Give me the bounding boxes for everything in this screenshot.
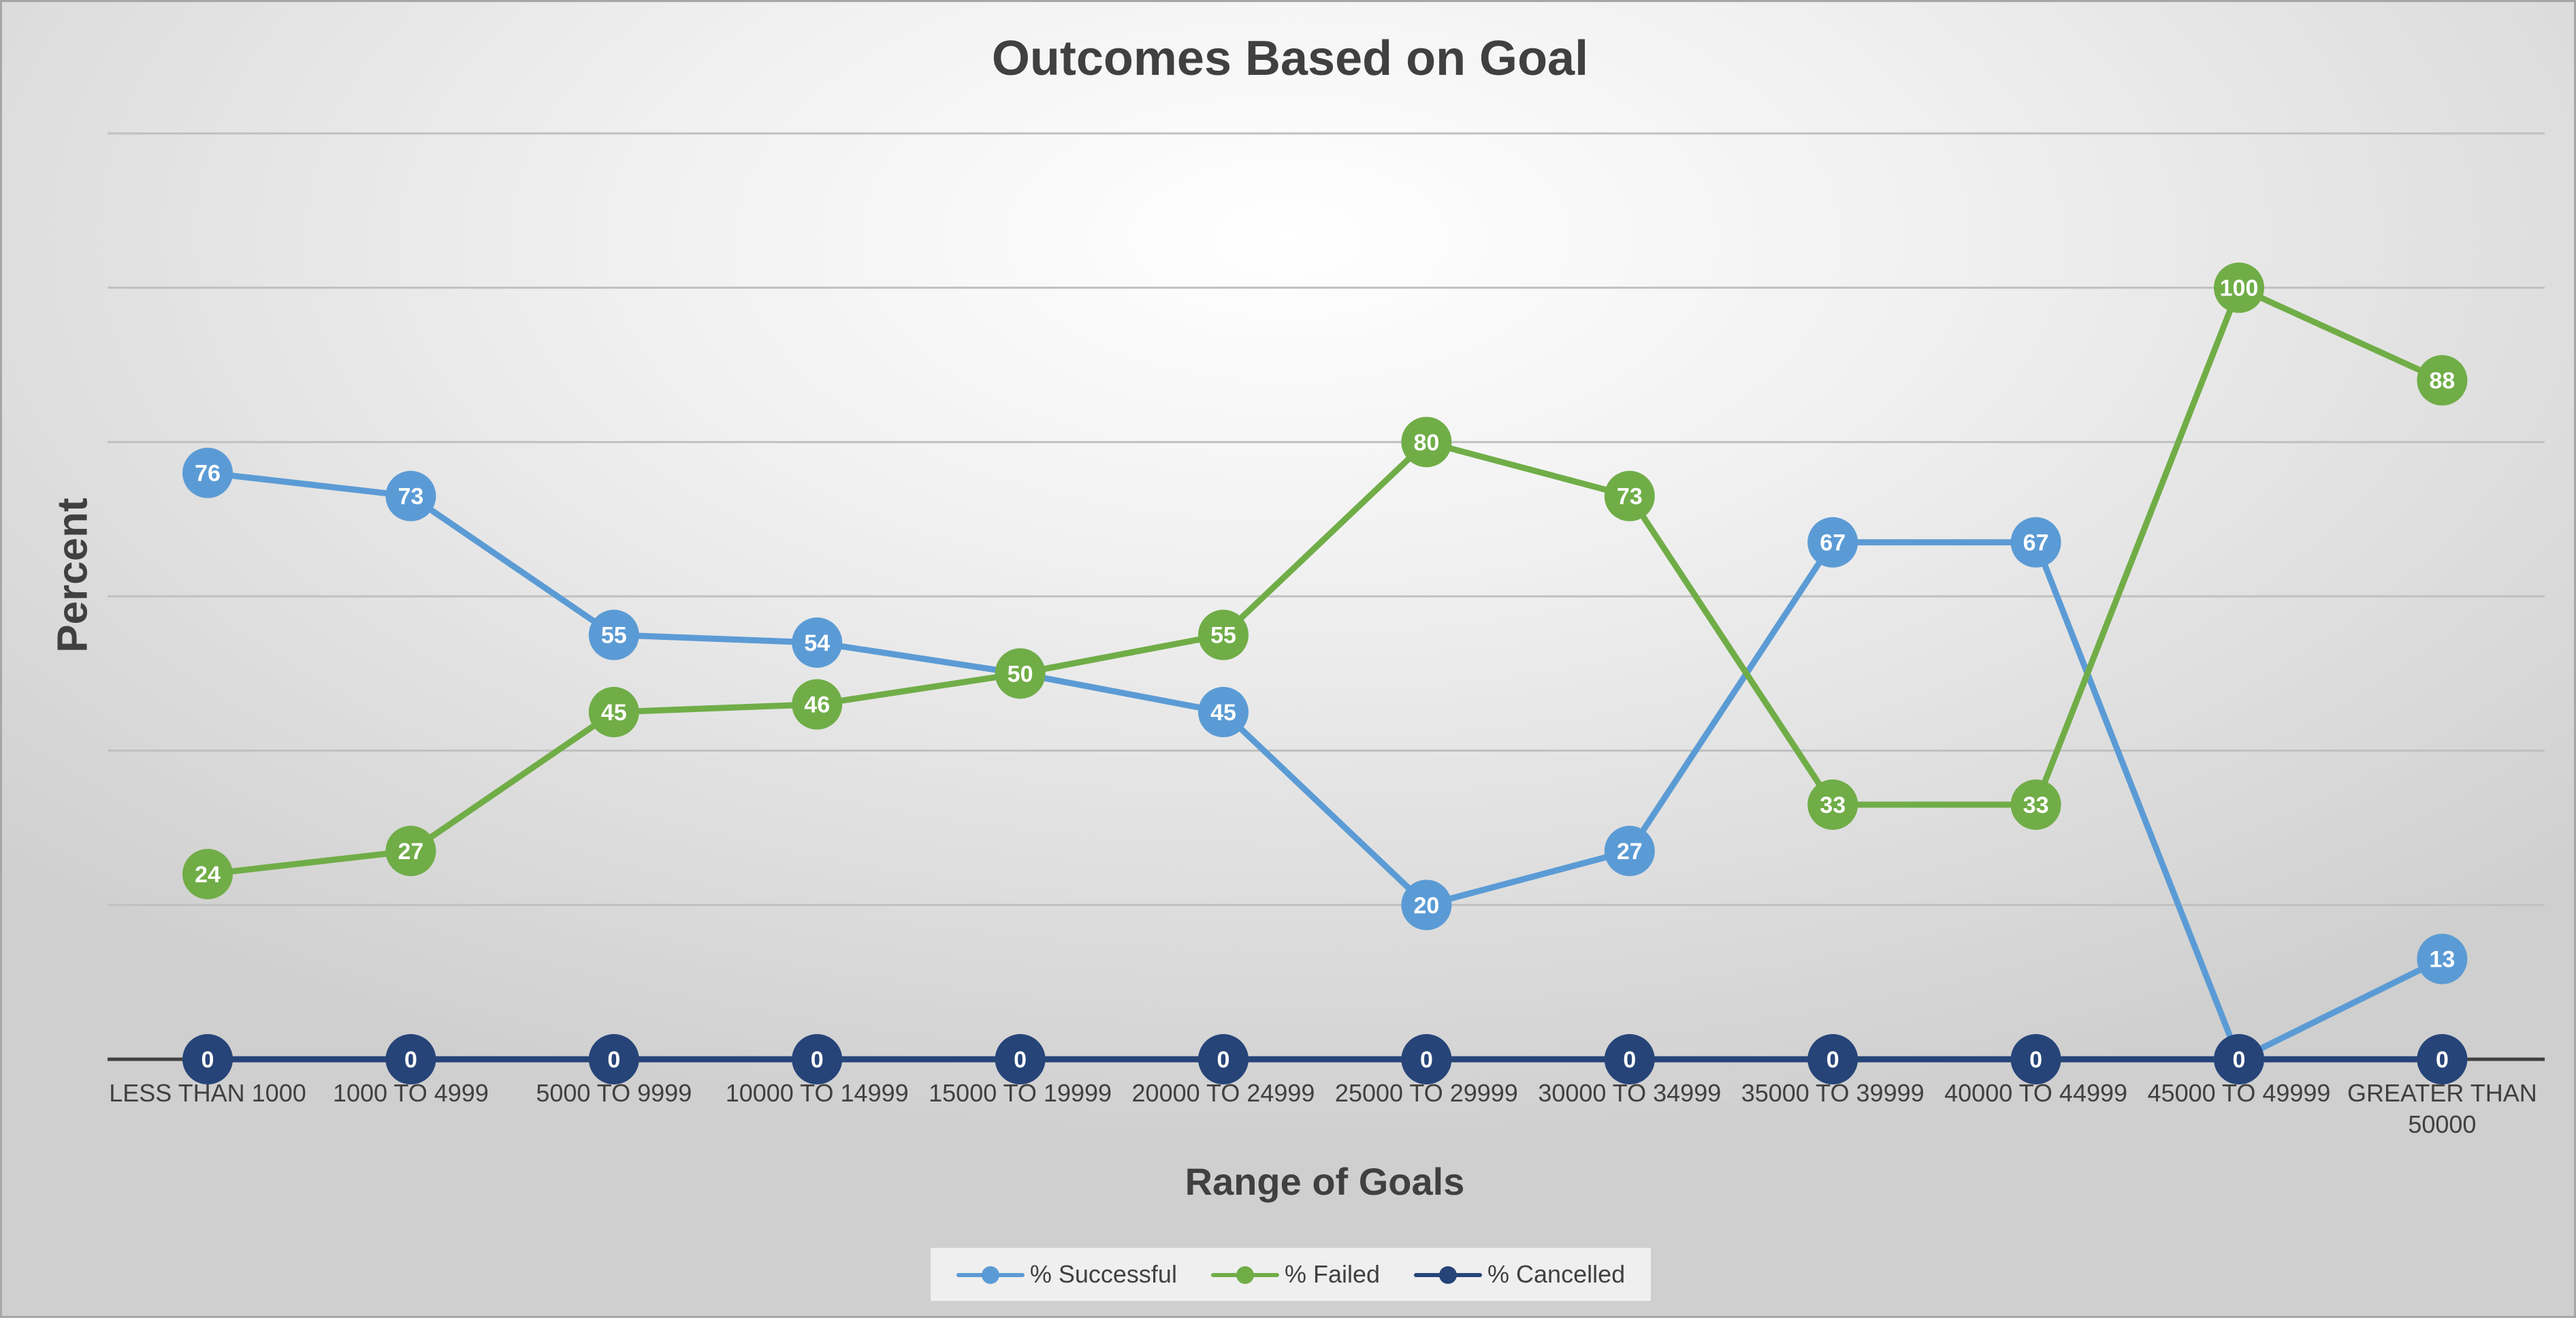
data-point: [2417, 355, 2468, 406]
data-label: 76: [195, 461, 221, 487]
legend-item: % Cancelled: [1414, 1260, 1625, 1289]
legend: % Successful % Failed % Cancelled: [931, 1248, 1651, 1301]
data-point: [792, 617, 843, 668]
x-tick-label: GREATER THAN 50000: [2347, 1079, 2537, 1138]
data-point: [1198, 609, 1249, 660]
data-point: [995, 1034, 1046, 1084]
data-point: [1807, 517, 1858, 568]
data-point: [182, 447, 233, 498]
data-point: [792, 1034, 843, 1084]
data-label: 20: [1413, 892, 1439, 918]
x-tick-label: 25000 TO 29999: [1334, 1079, 1518, 1107]
data-point: [182, 1034, 233, 1084]
x-tick-label: 45000 TO 49999: [2147, 1079, 2331, 1107]
data-label: 0: [1623, 1047, 1636, 1073]
data-label: 67: [2023, 530, 2049, 556]
data-label: 24: [195, 862, 221, 888]
x-tick-label: 5000 TO 9999: [536, 1079, 692, 1107]
data-label: 88: [2429, 368, 2455, 394]
data-label: 0: [1014, 1047, 1027, 1073]
data-label: 73: [1617, 484, 1643, 510]
data-point: [2417, 933, 2468, 984]
x-tick-label: 40000 TO 44999: [1944, 1079, 2128, 1107]
data-label: 0: [202, 1047, 214, 1073]
data-point: [385, 1034, 436, 1084]
data-label: 13: [2429, 947, 2455, 973]
data-label: 54: [804, 630, 830, 656]
data-point: [385, 470, 436, 521]
x-axis-title: Range of Goals: [1185, 1160, 1465, 1203]
x-tick-label: 35000 TO 39999: [1741, 1079, 1925, 1107]
data-point: [1604, 1034, 1655, 1084]
data-label: 55: [601, 623, 627, 649]
data-point: [182, 849, 233, 899]
legend-item: % Successful: [956, 1260, 1177, 1289]
data-point: [792, 679, 843, 730]
data-label: 73: [398, 484, 423, 510]
data-point: [1401, 880, 1452, 931]
data-point: [995, 648, 1046, 699]
data-point: [1604, 470, 1655, 521]
data-point: [1807, 779, 1858, 830]
data-point: [1604, 826, 1655, 876]
series-line: [204, 285, 2445, 878]
x-tick-label: 20000 TO 24999: [1131, 1079, 1315, 1107]
data-label: 0: [2436, 1047, 2449, 1073]
data-point: [2010, 1034, 2061, 1084]
data-point: [2010, 517, 2061, 568]
data-point: [2214, 1034, 2264, 1084]
legend-item: % Failed: [1210, 1260, 1381, 1289]
data-label: 67: [1820, 530, 1846, 556]
data-label: 0: [607, 1047, 620, 1073]
data-label: 55: [1210, 623, 1236, 649]
data-point: [2010, 779, 2061, 830]
data-label: 45: [1210, 700, 1236, 726]
x-tick-label: 15000 TO 19999: [929, 1079, 1112, 1107]
data-label: 0: [404, 1047, 417, 1073]
data-point: [1807, 1034, 1858, 1084]
data-point: [1198, 687, 1249, 737]
x-tick-label: 1000 TO 4999: [332, 1079, 489, 1107]
data-label: 27: [1617, 839, 1643, 865]
chart-title: Outcomes Based on Goal: [991, 31, 1589, 86]
legend-marker: [956, 1264, 1025, 1285]
legend-marker: [1414, 1264, 1483, 1285]
data-point: [1401, 417, 1452, 468]
data-label: 33: [1820, 792, 1846, 818]
data-label: 0: [1420, 1047, 1433, 1073]
data-point: [588, 609, 639, 660]
data-label: 50: [1008, 661, 1033, 687]
data-label: 46: [804, 692, 830, 718]
data-point: [588, 1034, 639, 1084]
data-label: 80: [1413, 430, 1439, 455]
data-label: 0: [1826, 1047, 1839, 1073]
data-point: [1401, 1034, 1452, 1084]
x-tick-label: LESS THAN 1000: [109, 1079, 306, 1107]
legend-label: % Failed: [1284, 1260, 1381, 1288]
data-point: [2214, 262, 2264, 313]
data-label: 100: [2220, 276, 2259, 302]
data-point: [588, 687, 639, 737]
data-point: [1198, 1034, 1249, 1084]
legend-label: % Successful: [1029, 1260, 1177, 1288]
data-label: 33: [2023, 792, 2049, 818]
legend-marker: [1210, 1264, 1279, 1285]
data-point: [2417, 1034, 2468, 1084]
data-label: 45: [601, 700, 627, 726]
data-label: 0: [1217, 1047, 1230, 1073]
series-line: [204, 470, 2445, 1063]
x-tick-label: 10000 TO 14999: [725, 1079, 909, 1107]
data-label: 0: [811, 1047, 824, 1073]
data-label: 0: [2029, 1047, 2042, 1073]
x-tick-label: 30000 TO 34999: [1538, 1079, 1722, 1107]
legend-label: % Cancelled: [1487, 1260, 1626, 1288]
data-label: 27: [398, 839, 423, 865]
data-label: 0: [2233, 1047, 2246, 1073]
data-point: [385, 826, 436, 876]
